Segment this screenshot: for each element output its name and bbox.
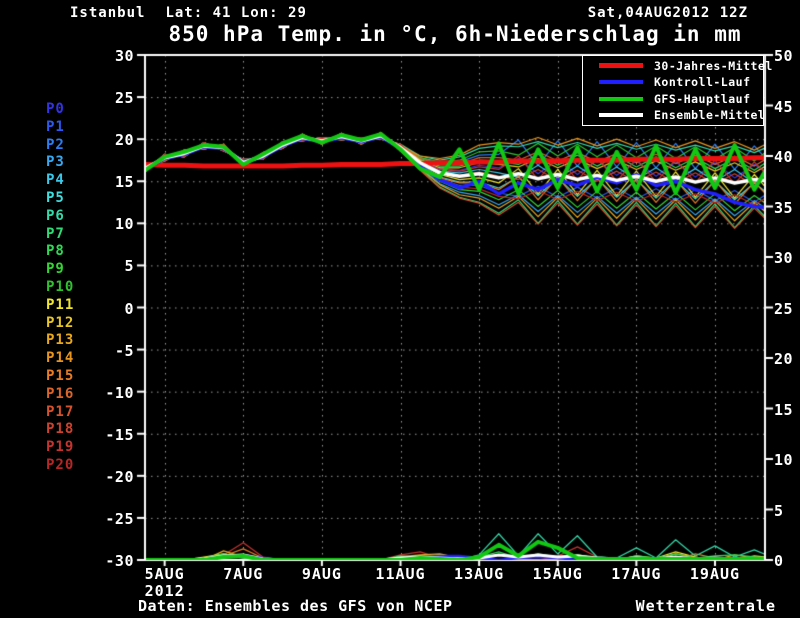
legend-label: GFS-Hauptlauf	[654, 91, 751, 106]
x-axis-tick-label: 15AUG	[532, 565, 583, 583]
left-axis-tick-label: 30	[114, 47, 134, 65]
legend: 30-Jahres-Mittel Kontroll-Lauf GFS-Hauptla…	[582, 55, 772, 126]
x-axis-tick-label: 9AUG	[301, 565, 342, 583]
left-axis-tick-label: 15	[114, 173, 134, 192]
member-label-p9: P9	[46, 261, 65, 278]
left-axis-tick-label: 0	[124, 299, 134, 318]
left-axis-tick-label: 10	[114, 215, 134, 234]
member-label-p19: P19	[46, 439, 75, 456]
member-label-p1: P1	[46, 118, 65, 135]
left-axis-tick-label: 25	[114, 89, 134, 108]
left-axis-tick-label: -30	[105, 552, 134, 570]
right-axis-tick-label: 40	[774, 148, 794, 166]
x-axis-tick-label: 5AUG	[144, 565, 185, 583]
x-axis-tick-label: 13AUG	[454, 565, 505, 583]
right-axis-tick-label: 50	[774, 47, 794, 65]
left-axis-tick-label: -20	[105, 467, 134, 486]
member-label-p7: P7	[46, 225, 65, 242]
legend-line-swatch	[599, 63, 643, 69]
legend-line-swatch	[599, 96, 643, 101]
member-label-p13: P13	[46, 332, 75, 349]
left-axis-tick-label: -15	[105, 425, 134, 444]
right-axis-tick-label: 10	[774, 451, 794, 469]
legend-item: 30-Jahres-Mittel	[583, 59, 772, 73]
member-label-p5: P5	[46, 190, 65, 206]
legend-label: Ensemble-Mittel	[654, 108, 766, 123]
member-label-p6: P6	[46, 207, 65, 224]
right-axis-tick-label: 30	[774, 249, 794, 267]
member-label-p8: P8	[46, 243, 65, 260]
member-label-p17: P17	[46, 403, 75, 420]
legend-item: GFS-Hauptlauf	[583, 92, 763, 106]
right-axis-tick-label: 20	[774, 350, 794, 368]
x-axis-tick-label: 19AUG	[689, 565, 741, 583]
member-label-p20: P20	[46, 457, 75, 473]
member-label-p18: P18	[46, 421, 75, 438]
left-axis-tick-label: -10	[105, 383, 134, 402]
x-axis-tick-label: 11AUG	[375, 565, 426, 583]
member-label-p10: P10	[46, 279, 75, 295]
legend-line-swatch	[599, 113, 643, 118]
member-label-p4: P4	[46, 172, 65, 189]
legend-label: Kontroll-Lauf	[654, 75, 751, 90]
x-axis-year-label: 2012	[144, 582, 185, 600]
right-axis-tick-label: 35	[774, 198, 794, 217]
x-axis-tick-label: 7AUG	[223, 565, 264, 583]
member-label-p16: P16	[46, 385, 75, 402]
right-axis-tick-label: 45	[774, 97, 794, 116]
legend-item: Kontroll-Lauf	[583, 75, 763, 89]
legend-line-swatch	[599, 80, 643, 85]
member-label-p12: P12	[46, 314, 75, 331]
left-axis-tick-label: -5	[114, 341, 134, 360]
right-axis-tick-label: 5	[774, 501, 784, 520]
x-axis-tick-label: 17AUG	[611, 565, 662, 583]
member-label-p14: P14	[46, 350, 75, 367]
left-axis-tick-label: 20	[114, 131, 134, 150]
legend-item: Ensemble-Mittel	[583, 108, 766, 123]
data-source-note: Daten: Ensembles des GFS von NCEP	[138, 597, 453, 615]
right-axis-tick-label: 25	[774, 299, 794, 318]
right-axis-tick-label: 0	[774, 552, 784, 570]
right-axis-tick-label: 15	[774, 400, 794, 419]
member-label-p15: P15	[46, 368, 75, 384]
left-axis-tick-label: -25	[105, 509, 134, 528]
member-label-p2: P2	[46, 136, 65, 153]
legend-label: 30-Jahres-Mittel	[654, 58, 773, 73]
member-label-p11: P11	[46, 296, 75, 313]
brand-name: Wetterzentrale	[635, 597, 776, 615]
member-label-p3: P3	[46, 154, 65, 171]
member-label-p0: P0	[46, 101, 65, 117]
left-axis-tick-label: 5	[124, 257, 134, 276]
